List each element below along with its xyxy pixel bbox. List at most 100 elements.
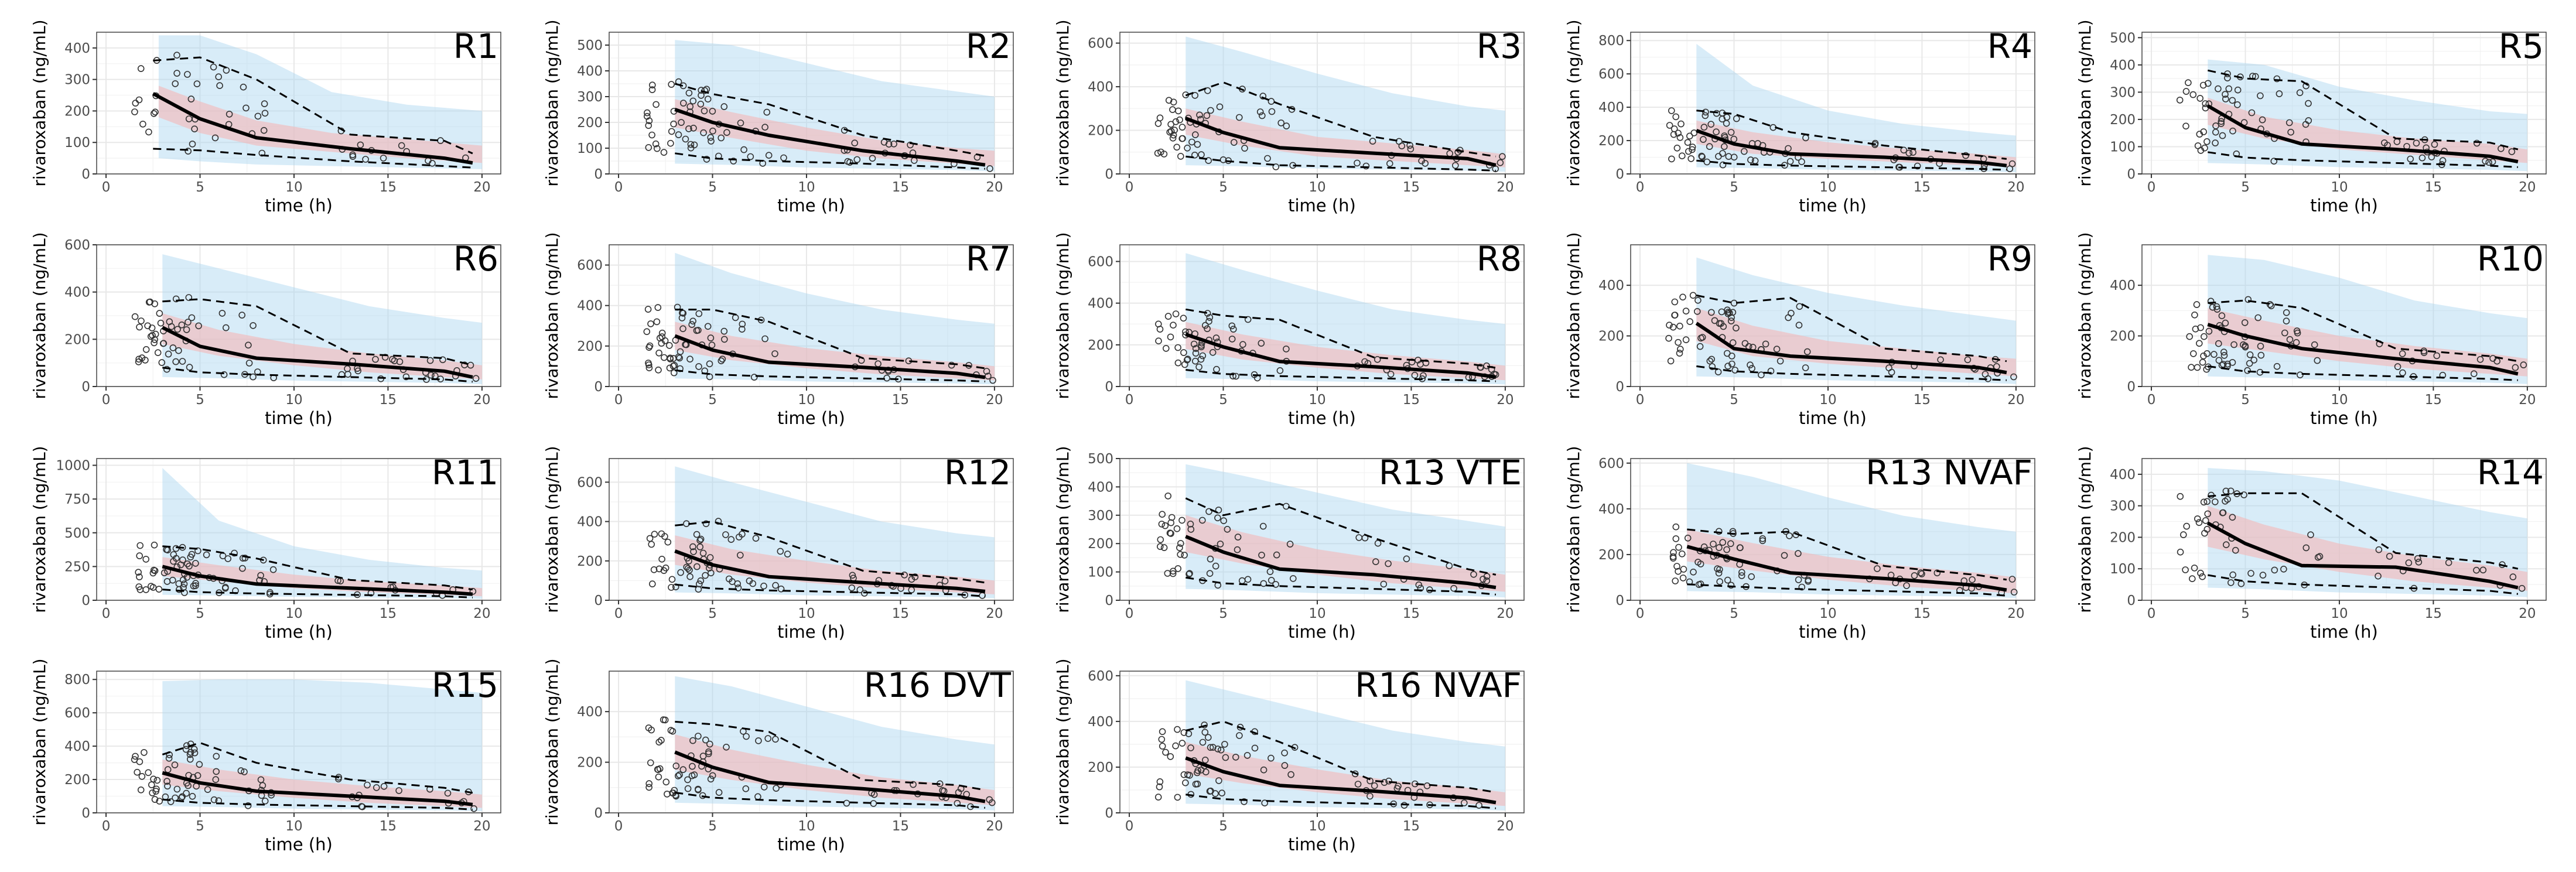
observed-point [186,751,194,758]
observed-point [1169,135,1177,142]
observed-point [1385,560,1392,567]
observed-point [1288,106,1296,113]
y-tick-label: 750 [64,492,90,507]
observed-point [2203,365,2210,373]
prediction-band-median [162,557,482,597]
observed-point [1236,114,1243,121]
observed-point [192,580,199,587]
observed-point [2296,89,2304,97]
observed-point [190,746,198,753]
observed-point [1157,543,1164,550]
observed-point [671,369,678,377]
observed-point [690,548,697,555]
observed-point [698,92,705,99]
observed-point [1676,350,1683,357]
observed-point [695,785,702,793]
observed-point [181,589,188,596]
observed-point [145,769,152,777]
observed-point [1962,152,1969,159]
observed-point [685,125,692,132]
observed-point [718,357,725,365]
observed-point [2008,576,2016,583]
observed-point [1759,537,1767,545]
observed-point [2193,301,2201,308]
observed-point [380,155,387,162]
observed-point [1354,781,1362,788]
observed-point [1173,525,1181,532]
y-tick-label: 800 [1598,33,1624,49]
observed-point [1162,748,1169,756]
observed-point [1767,367,1775,375]
observed-point [172,358,180,365]
observed-point [2489,158,2496,166]
observed-point [737,119,744,126]
observed-point [2375,546,2383,553]
observed-point [719,355,726,363]
observed-point [1785,314,1792,322]
observed-point [1724,363,1731,370]
observed-point [165,755,173,762]
observed-point [1273,551,1280,559]
observed-point [644,109,651,117]
observed-point [1178,124,1186,131]
observed-point [1158,736,1166,743]
observed-point [2518,584,2526,592]
observed-point [1785,145,1792,152]
x-tick-label: 0 [614,180,623,195]
x-tick-label: 0 [614,392,623,408]
observed-point [727,536,735,543]
observed-point [1155,337,1162,345]
observed-point [2439,157,2447,165]
observed-point [844,158,852,165]
x-axis-title: time (h) [2310,622,2378,642]
observed-point [267,589,274,596]
observed-point [1798,158,1805,166]
observed-point [2305,117,2312,124]
y-tick-label: 600 [1088,254,1113,269]
observed-point [1933,569,1941,577]
panel-border [1119,458,1525,601]
panel-title: R9 [1987,239,2032,279]
observed-point [697,101,705,108]
panel-title: R11 [432,453,498,493]
y-tick-label: 200 [1088,536,1113,552]
x-tick-label: 10 [2331,180,2348,195]
x-tick-label: 10 [1309,392,1325,408]
observed-point [2297,371,2304,379]
observed-point [668,584,675,591]
prediction-band-median [2208,97,2527,163]
observed-point [203,551,210,559]
observed-point [164,782,171,790]
observed-point [1268,108,1276,115]
observed-point [1802,364,1809,371]
observed-point [149,789,156,796]
observed-point [2223,541,2230,549]
observed-point [1221,741,1228,748]
observed-point [1450,584,1457,592]
panel-title: R16 NVAF [1355,665,1522,705]
y-tick-label: 300 [1088,508,1113,524]
observed-median-line [1185,333,1497,379]
observed-point [1728,360,1735,368]
observed-point [1180,314,1187,322]
observed-point [1267,577,1275,584]
observed-point [739,320,746,328]
prediction-band-median [1696,308,2016,377]
observed-point [954,799,961,807]
observed-point [1196,111,1203,119]
observed-point [1156,778,1164,785]
x-tick-label: 5 [2241,180,2250,195]
observed-point [2283,317,2290,325]
observed-point [1192,357,1199,365]
observed-median-line [674,108,986,167]
observed-point [700,129,707,136]
observed-point [2229,571,2236,579]
observed-point [1176,116,1183,124]
observed-point [2240,491,2247,498]
observed-point [2189,91,2197,98]
x-tick-label: 0 [614,819,623,834]
observed-point [647,759,654,767]
observed-point [185,148,192,155]
panel-title: R6 [453,239,498,279]
